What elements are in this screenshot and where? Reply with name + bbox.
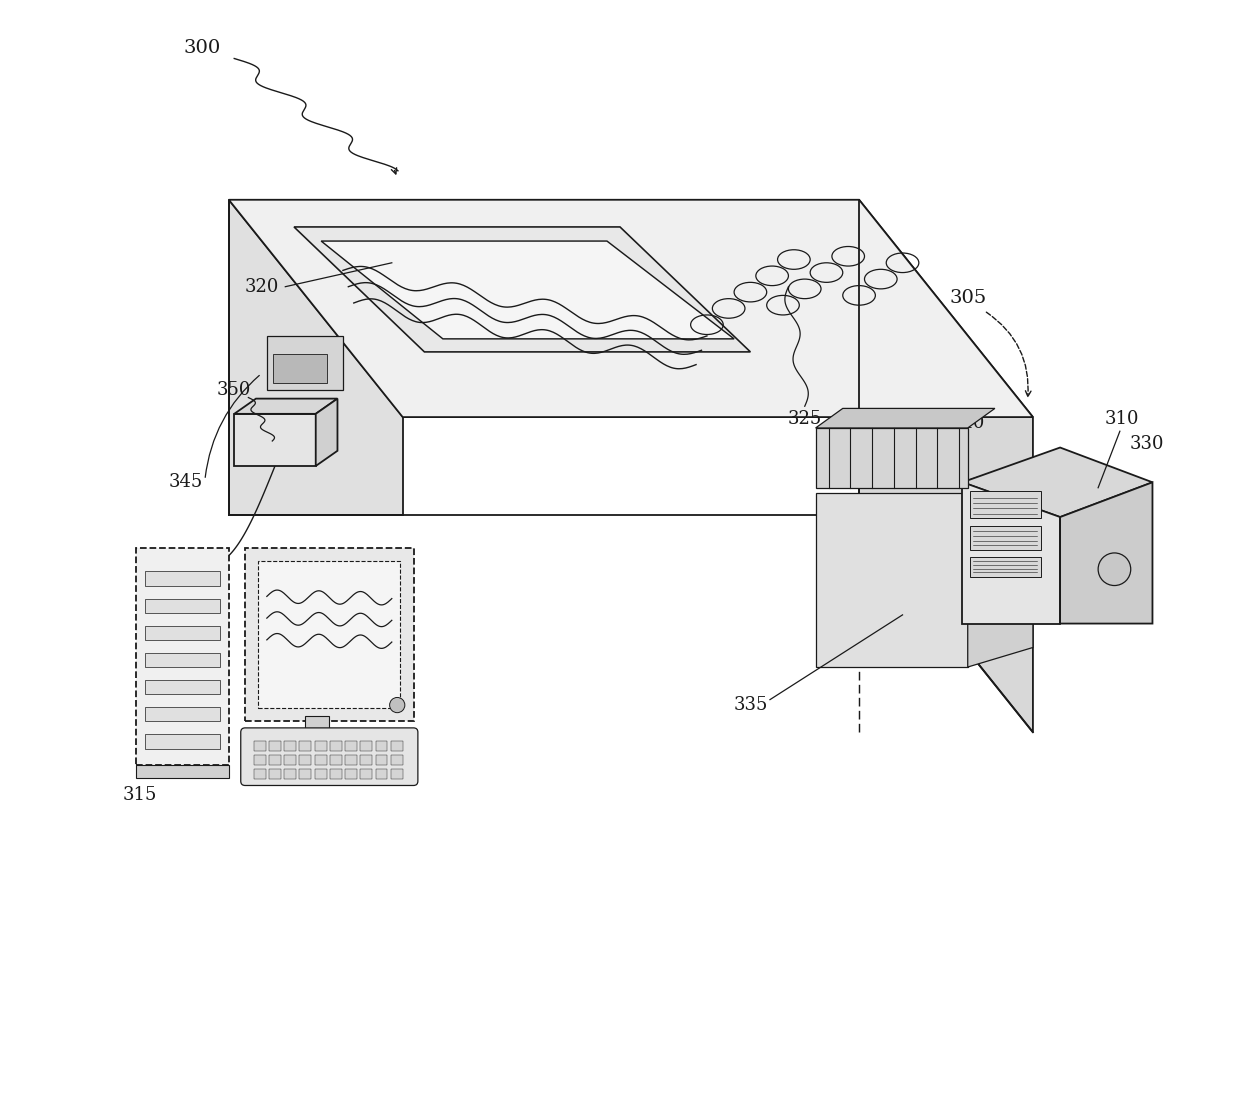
Text: 315: 315 xyxy=(123,786,157,804)
Bar xyxy=(284,769,296,779)
Text: 340: 340 xyxy=(951,414,985,431)
Bar xyxy=(145,599,221,613)
Polygon shape xyxy=(316,399,337,466)
Bar xyxy=(254,741,265,751)
Bar xyxy=(391,741,403,751)
Circle shape xyxy=(389,698,404,713)
Bar xyxy=(246,548,413,722)
Text: 305: 305 xyxy=(949,289,986,307)
Text: 335: 335 xyxy=(733,696,768,714)
Bar xyxy=(970,491,1040,518)
Circle shape xyxy=(1099,553,1131,586)
Polygon shape xyxy=(816,408,994,428)
Bar xyxy=(136,764,229,777)
Text: 325: 325 xyxy=(787,411,822,428)
Bar xyxy=(145,625,221,639)
Bar xyxy=(391,756,403,764)
Bar xyxy=(330,756,342,764)
Bar xyxy=(273,354,326,383)
Bar xyxy=(391,769,403,779)
Bar xyxy=(299,756,311,764)
Bar xyxy=(254,756,265,764)
Polygon shape xyxy=(234,399,337,414)
Bar xyxy=(345,741,357,751)
Bar xyxy=(376,769,387,779)
Bar xyxy=(315,741,326,751)
Text: 320: 320 xyxy=(244,278,279,296)
Bar xyxy=(361,756,372,764)
Polygon shape xyxy=(962,448,1152,517)
Polygon shape xyxy=(962,482,1060,623)
Polygon shape xyxy=(816,428,967,487)
Bar xyxy=(376,741,387,751)
Polygon shape xyxy=(1060,482,1152,623)
Bar xyxy=(315,769,326,779)
Bar xyxy=(145,653,221,667)
Bar xyxy=(345,769,357,779)
Bar xyxy=(970,557,1040,577)
Bar xyxy=(136,548,229,764)
Polygon shape xyxy=(859,199,1033,733)
Bar xyxy=(315,756,326,764)
Bar xyxy=(284,741,296,751)
Bar xyxy=(361,741,372,751)
Bar xyxy=(361,769,372,779)
Polygon shape xyxy=(234,414,316,466)
Bar xyxy=(299,769,311,779)
Bar xyxy=(284,756,296,764)
Bar xyxy=(330,741,342,751)
Polygon shape xyxy=(229,199,403,515)
Bar xyxy=(258,561,401,708)
Bar xyxy=(145,680,221,694)
FancyBboxPatch shape xyxy=(241,728,418,785)
Bar xyxy=(145,572,221,586)
Bar xyxy=(376,756,387,764)
Polygon shape xyxy=(321,241,734,338)
Text: 310: 310 xyxy=(1105,411,1140,428)
Bar xyxy=(254,769,265,779)
Polygon shape xyxy=(967,469,1033,667)
Bar xyxy=(305,716,329,749)
Bar xyxy=(145,707,221,722)
Bar xyxy=(345,756,357,764)
Bar xyxy=(145,735,221,749)
Bar xyxy=(269,741,281,751)
Bar xyxy=(267,335,343,390)
Bar xyxy=(330,769,342,779)
Text: 300: 300 xyxy=(184,38,221,57)
Polygon shape xyxy=(229,199,1033,417)
Bar xyxy=(273,746,360,759)
Polygon shape xyxy=(816,493,967,667)
Text: 345: 345 xyxy=(169,473,202,492)
Polygon shape xyxy=(294,227,750,351)
Text: 350: 350 xyxy=(217,381,252,399)
Bar xyxy=(269,769,281,779)
Text: 330: 330 xyxy=(1130,436,1164,453)
Bar xyxy=(269,756,281,764)
Bar xyxy=(299,741,311,751)
Bar xyxy=(970,526,1040,550)
